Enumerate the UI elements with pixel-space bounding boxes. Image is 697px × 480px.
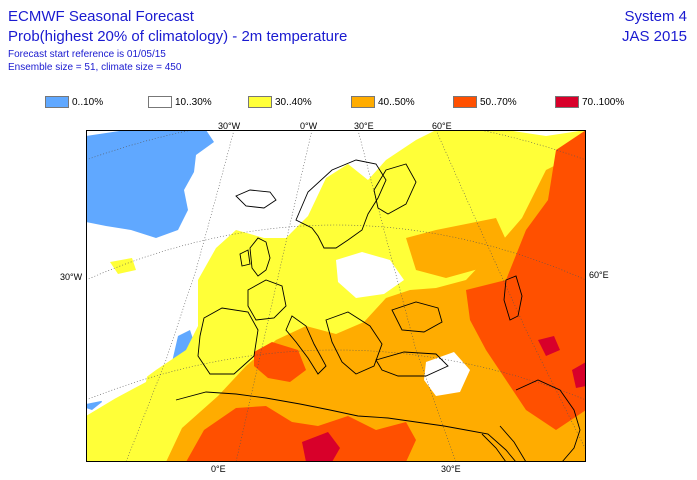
legend-label: 0..10% (72, 96, 104, 108)
legend-swatch (555, 96, 579, 108)
red-zone-east-1 (572, 362, 586, 388)
legend-item-70-100: 70..100% (555, 95, 624, 109)
meridian-30e (357, 130, 457, 462)
coast-france (247, 279, 287, 321)
white-zone-central (336, 252, 404, 298)
coast-iceland (235, 189, 277, 209)
coast-finland (373, 163, 417, 215)
bottom-label-30e: 30°E (441, 464, 461, 474)
parallel-30n (86, 349, 586, 401)
map-border (86, 130, 586, 462)
orange-zone-south (166, 150, 586, 462)
legend-item-10-30: 10..30% (148, 95, 212, 109)
white-zone-north (216, 130, 308, 214)
map-svg (86, 130, 586, 462)
system-label: System 4 (624, 8, 687, 25)
legend-swatch (453, 96, 477, 108)
top-label-0w: 0°W (300, 121, 318, 131)
legend-swatch (248, 96, 272, 108)
forecast-start-text: Forecast start reference is 01/05/15 (8, 49, 166, 60)
coast-scandinavia (295, 159, 387, 249)
legend-swatch (45, 96, 69, 108)
legend-item-0-10: 0..10% (45, 95, 103, 109)
top-label-30e: 30°E (354, 121, 374, 131)
legend-item-40-50: 40..50% (351, 95, 415, 109)
ensemble-size-text: Ensemble size = 51, climate size = 450 (8, 62, 182, 73)
red-zone-north-africa (302, 432, 340, 462)
coast-red-sea (481, 425, 527, 462)
coast-caspian (503, 275, 523, 321)
graticule (86, 130, 586, 462)
redorange-zone-med (186, 406, 416, 462)
coast-balkans (325, 311, 383, 375)
coast-italy (285, 315, 327, 375)
orange-zone-russia (406, 218, 506, 278)
map-frame (86, 130, 586, 462)
red-zone-east-2 (538, 336, 560, 356)
coast-turkey (375, 351, 449, 377)
legend-label: 40..50% (378, 96, 415, 108)
legend-swatch (351, 96, 375, 108)
chart-title: ECMWF Seasonal Forecast (8, 8, 194, 25)
legend-item-30-40: 30..40% (248, 95, 312, 109)
legend-item-50-70: 50..70% (453, 95, 517, 109)
legend-label: 10..30% (175, 96, 212, 108)
left-label-30w: 30°W (60, 272, 83, 282)
white-zone-balkan (424, 352, 470, 396)
top-label-30w: 30°W (218, 121, 241, 131)
coast-black-sea (391, 301, 443, 333)
right-label-60e: 60°E (589, 270, 609, 280)
coast-north-africa (175, 391, 517, 462)
chart-subtitle: Prob(highest 20% of climatology) - 2m te… (8, 28, 348, 45)
bottom-label-0e: 0°E (211, 464, 226, 474)
legend-swatch (148, 96, 172, 108)
legend: 0..10% 10..30% 30..40% 40..50% 50..70% 7… (45, 95, 665, 109)
redorange-zone-italy (254, 342, 306, 382)
legend-label: 30..40% (275, 96, 312, 108)
coast-british-isles (239, 237, 271, 277)
legend-label: 70..100% (582, 96, 625, 108)
top-label-60e: 60°E (432, 121, 452, 131)
legend-label: 50..70% (480, 96, 517, 108)
redorange-zone-east (466, 130, 586, 430)
coast-arabia (515, 379, 581, 462)
parallel-60n (86, 130, 586, 161)
period-label: JAS 2015 (621, 28, 687, 45)
yellow-zone-west-channel (110, 258, 136, 274)
blue-zone-north-atlantic (86, 130, 214, 238)
coast-iberia (197, 307, 259, 375)
meridian-30w (125, 130, 235, 462)
coastlines (175, 159, 581, 462)
parallel-45n (86, 224, 586, 281)
white-zone-atlantic (86, 330, 152, 404)
